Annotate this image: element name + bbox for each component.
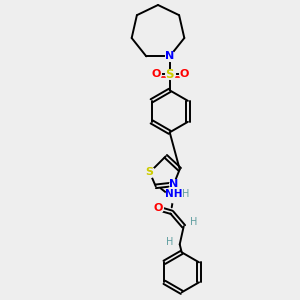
Text: NH: NH bbox=[165, 189, 182, 199]
Text: O: O bbox=[179, 69, 188, 79]
Text: O: O bbox=[153, 203, 162, 213]
Text: S: S bbox=[166, 68, 174, 81]
Text: H: H bbox=[182, 189, 189, 199]
Text: H: H bbox=[166, 237, 173, 247]
Text: N: N bbox=[165, 51, 174, 61]
Text: N: N bbox=[169, 179, 178, 189]
Text: S: S bbox=[146, 167, 154, 177]
Text: O: O bbox=[151, 69, 160, 79]
Text: H: H bbox=[190, 217, 197, 227]
